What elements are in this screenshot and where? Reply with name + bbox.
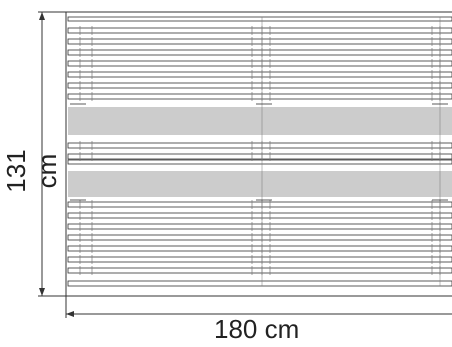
- slat: [67, 27, 452, 34]
- slat: [67, 82, 452, 89]
- slat: [67, 256, 452, 263]
- slat: [67, 201, 452, 208]
- slat: [67, 142, 452, 149]
- slats-group: [67, 16, 452, 287]
- slat: [67, 38, 452, 45]
- slat: [67, 60, 452, 67]
- height-dimension-line: [38, 11, 66, 297]
- slat: [67, 71, 452, 78]
- slat: [67, 223, 452, 230]
- panel-frame: [65, 11, 452, 297]
- height-dimension-label: 131 cm: [1, 149, 62, 193]
- slat: [67, 267, 452, 274]
- slat: [67, 93, 452, 100]
- top-rail: [67, 16, 452, 22]
- slat: [67, 234, 452, 241]
- slat: [67, 49, 452, 56]
- dense-bands-group: [68, 107, 452, 197]
- slat: [67, 153, 452, 160]
- slat: [67, 159, 452, 165]
- width-dimension-label: 180 cm: [214, 314, 300, 344]
- posts-group: [70, 17, 448, 286]
- bottom-rail: [67, 280, 452, 287]
- slat: [67, 245, 452, 252]
- slat: [67, 212, 452, 219]
